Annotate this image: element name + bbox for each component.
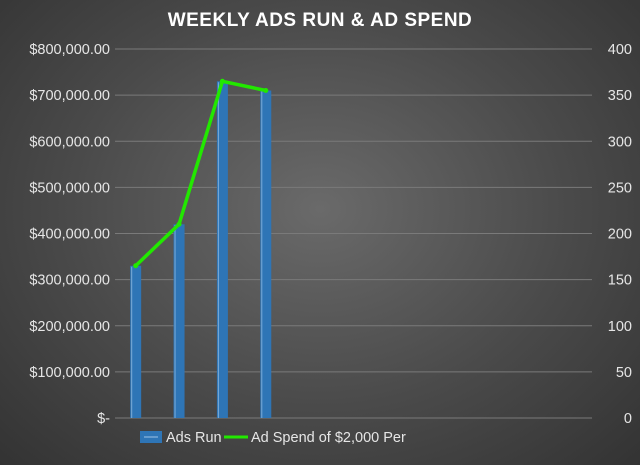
legend-label-ads-run: Ads Run xyxy=(166,430,222,446)
left-tick-label: $400,000.00 xyxy=(29,227,110,243)
line-point xyxy=(219,78,225,84)
right-tick-label: 0 xyxy=(624,411,632,427)
line-ad-spend xyxy=(133,78,269,269)
legend-item-ads-run: Ads Run xyxy=(140,430,222,446)
left-tick-label: $600,000.00 xyxy=(29,134,110,150)
line-point xyxy=(176,221,182,227)
legend-item-ad-spend: Ad Spend of $2,000 Per xyxy=(224,430,406,446)
right-tick-label: 200 xyxy=(608,227,632,243)
right-tick-label: 400 xyxy=(608,42,632,58)
right-tick-label: 300 xyxy=(608,134,632,150)
gridlines xyxy=(115,48,592,419)
legend-label-ad-spend: Ad Spend of $2,000 Per xyxy=(251,430,406,446)
right-tick-label: 100 xyxy=(608,319,632,335)
right-tick-label: 250 xyxy=(608,180,632,196)
right-tick-label: 50 xyxy=(616,365,632,381)
chart-title: WEEKLY ADS RUN & AD SPEND xyxy=(168,10,473,31)
right-tick-label: 150 xyxy=(608,273,632,289)
left-tick-label: $- xyxy=(97,411,110,427)
bar xyxy=(216,81,228,418)
left-tick-label: $700,000.00 xyxy=(29,88,110,104)
left-tick-label: $500,000.00 xyxy=(29,180,110,196)
line-point xyxy=(133,263,139,269)
bar xyxy=(173,224,185,418)
bar xyxy=(260,90,272,418)
legend: Ads Run Ad Spend of $2,000 Per xyxy=(140,430,406,446)
bars-ads-run xyxy=(130,81,272,418)
left-tick-label: $300,000.00 xyxy=(29,273,110,289)
line-point xyxy=(263,88,269,94)
bar xyxy=(130,265,142,418)
left-axis-ticks: $- $100,000.00 $200,000.00 $300,000.00 $400,… xyxy=(29,42,110,427)
left-tick-label: $100,000.00 xyxy=(29,365,110,381)
line-series xyxy=(134,79,267,268)
right-tick-label: 350 xyxy=(608,88,632,104)
left-tick-label: $800,000.00 xyxy=(29,42,110,58)
right-axis-ticks: 0 50 100 150 200 250 300 350 400 xyxy=(608,42,632,427)
left-tick-label: $200,000.00 xyxy=(29,319,110,335)
